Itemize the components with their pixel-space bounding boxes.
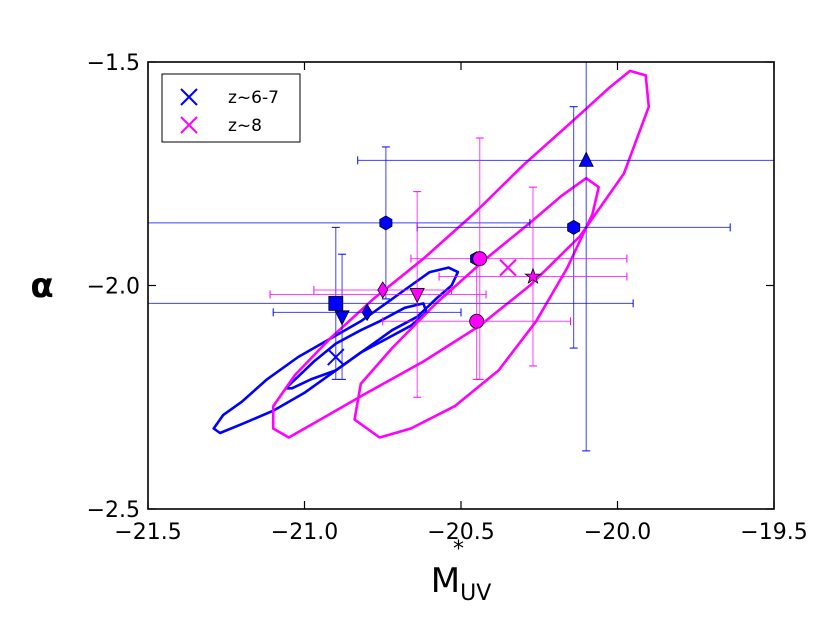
legend: z~6-7 z~8 [161, 73, 301, 143]
data-point-triangle-up [578, 151, 594, 167]
y-tick-label: −1.5 [87, 51, 140, 76]
data-point-circle [469, 313, 485, 329]
legend-label-z8: z~8 [228, 116, 262, 136]
legend-label-z67: z~6-7 [228, 88, 279, 108]
data-point-star [524, 267, 542, 285]
y-axis-label: α [30, 266, 53, 306]
data-point-diamond [361, 303, 373, 322]
ticklabel-layer: −21.5 −21.0 −20.5 −20.0 −19.5 −2.5 −2.0 −1.5 [87, 51, 808, 545]
marker-layer [327, 151, 594, 366]
data-point-triangle-down [334, 310, 350, 326]
errorbar-layer [148, 62, 774, 452]
x-tick-label: −19.5 [740, 520, 807, 545]
best-fit-marker [327, 348, 345, 366]
x-tick-label: −21.5 [114, 520, 181, 545]
best-fit-marker [499, 258, 517, 277]
x-axis-label-main: M [431, 561, 460, 601]
data-point-square [328, 295, 344, 311]
legend-marker-z67 [180, 88, 198, 106]
data-point-hexagon [379, 215, 393, 231]
data-point-circle [472, 251, 488, 267]
x-tick-label: −20.5 [427, 520, 494, 545]
x-axis-label: MUV [431, 561, 492, 606]
data-point-hexagon [567, 219, 581, 235]
legend-frame [161, 73, 301, 143]
x-axis-label-sub: UV [460, 581, 491, 606]
tick-layer [147, 61, 775, 510]
data-point-diamond [377, 281, 389, 299]
legend-marker-z8 [180, 116, 198, 134]
x-tick-label: −21.0 [271, 520, 338, 545]
contour-1 [271, 69, 651, 439]
data-point-triangle-down [409, 288, 425, 304]
y-tick-label: −2.0 [87, 275, 140, 300]
contour-0 [284, 302, 428, 390]
x-tick-label: −20.0 [584, 520, 651, 545]
y-tick-label: −2.5 [87, 498, 140, 523]
x-axis-label-superscript: * [453, 537, 464, 562]
contour-0 [212, 266, 460, 435]
